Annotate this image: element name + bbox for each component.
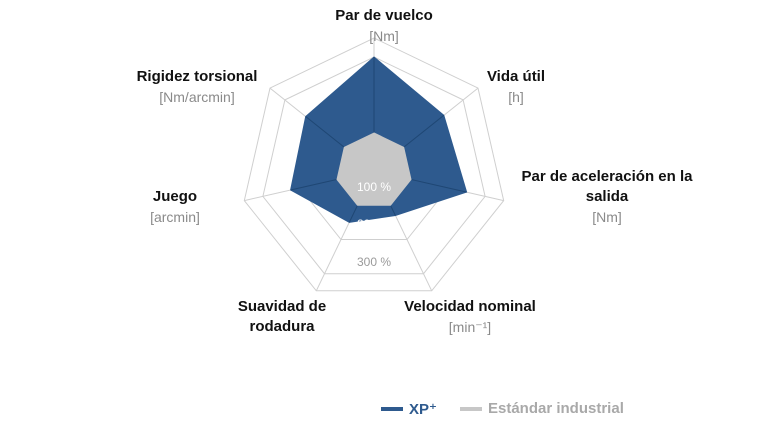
axis-label-par-de-vuelco: Par de vuelco [Nm] xyxy=(335,7,433,44)
ring-label-100: 100 % xyxy=(357,180,391,194)
legend-label-estandar: Estándar industrial xyxy=(488,400,624,417)
grid-ring-300 xyxy=(262,56,486,275)
axis-label-suavidad-de-rodadura: Suavidad de rodadura xyxy=(237,298,327,335)
series-area-estandar xyxy=(336,132,412,206)
legend-swatch-estandar xyxy=(460,406,482,411)
grid-ring-outer xyxy=(243,37,505,292)
legend-item-estandar: Estándar industrial xyxy=(460,400,624,417)
ring-label-200: 200 % xyxy=(357,217,391,231)
axis-label-par-de-aceleracion: Par de aceleración en la salida [Nm] xyxy=(521,168,693,225)
axis-label-vida-util: Vida útil [h] xyxy=(486,68,546,105)
axis-label-rigidez-torsional: Rigidez torsional [Nm/arcmin] xyxy=(136,68,258,105)
legend-label-xp: XP⁺ xyxy=(409,401,437,418)
ring-label-300: 300 % xyxy=(357,255,391,269)
axis-label-velocidad-nominal: Velocidad nominal [min⁻¹] xyxy=(404,298,536,335)
axis-label-juego: Juego [arcmin] xyxy=(150,188,200,225)
legend-swatch-xp xyxy=(381,407,403,411)
legend-item-xp: XP⁺ xyxy=(381,400,437,418)
